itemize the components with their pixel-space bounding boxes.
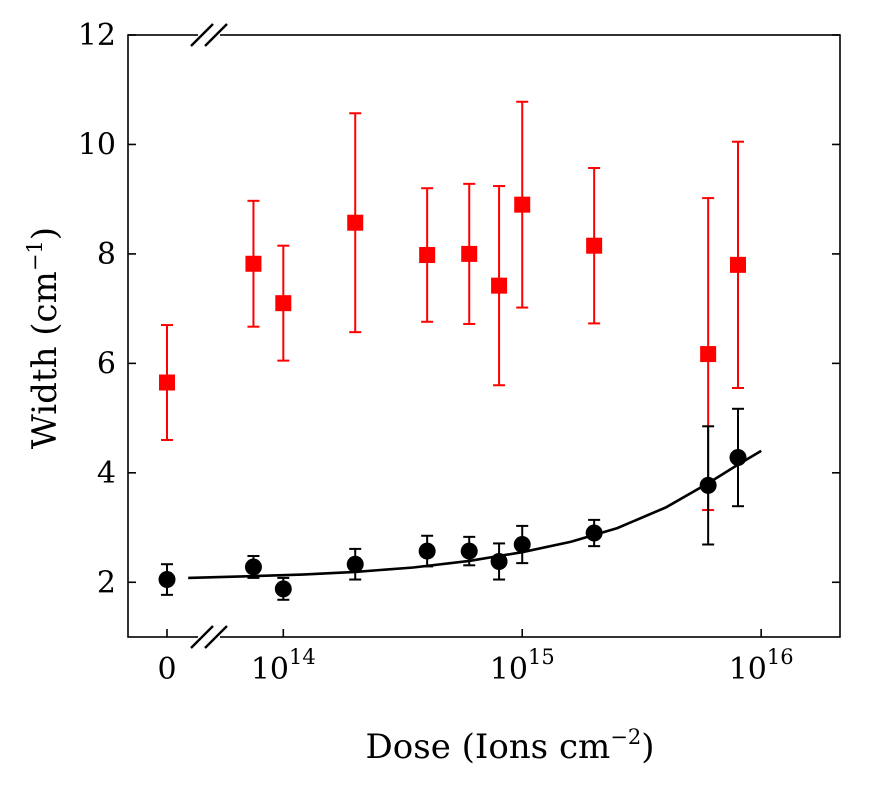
y-tick-label: 4 [97, 456, 116, 491]
x-tick-label: 1016 [729, 645, 794, 687]
break-slash [190, 625, 214, 649]
break-slash [204, 625, 228, 649]
red-square-point [275, 295, 292, 312]
x-axis-label: Dose (Ions cm−2) [366, 725, 655, 767]
series-group [158, 100, 747, 601]
black-circle-point [513, 536, 531, 554]
plot-area [127, 34, 841, 638]
y-axis-ticks: 2 4 6 8 10 12 [78, 18, 840, 600]
red-square-point [419, 247, 436, 264]
black-circle-point [490, 552, 508, 570]
red-square-point [700, 346, 717, 363]
x-tick-label: 1014 [251, 645, 316, 687]
black-circle-point [729, 448, 747, 466]
x-axis-ticks: 0 1014 1015 1016 [157, 629, 794, 687]
y-tick-label: 2 [97, 565, 116, 600]
red-square-point [730, 256, 746, 273]
black-circle-point [585, 524, 603, 542]
red-square-point [461, 245, 478, 262]
black-circle-point [244, 558, 262, 576]
fit-curve-group [188, 449, 762, 580]
x-tick-label: 0 [157, 652, 176, 687]
y-tick-label: 10 [78, 127, 116, 162]
break-gap-bottom [198, 634, 220, 640]
red-square-point [347, 214, 364, 231]
black-circle-point [274, 580, 292, 598]
fit-curve [188, 449, 762, 580]
x-tick-label: 1015 [490, 645, 555, 687]
red-square-point [245, 255, 262, 272]
break-slash [204, 23, 228, 47]
break-slash [190, 23, 214, 47]
y-tick-label: 6 [97, 346, 116, 381]
red-square-point [514, 196, 531, 213]
red-square-point [491, 277, 508, 294]
y-axis-label: Width (cm−1) [23, 227, 65, 449]
black-circle-point [699, 476, 717, 494]
axis-break-marks [190, 23, 228, 649]
red-square-point [586, 237, 603, 254]
black-circle-point [346, 555, 364, 573]
black-circle-point [418, 542, 436, 560]
red-square-point [159, 374, 175, 391]
black-circle-point [460, 542, 478, 560]
y-tick-label: 12 [78, 18, 116, 53]
y-tick-label: 8 [97, 237, 116, 272]
break-gap-top [198, 32, 220, 38]
black-circle-point [158, 571, 176, 589]
